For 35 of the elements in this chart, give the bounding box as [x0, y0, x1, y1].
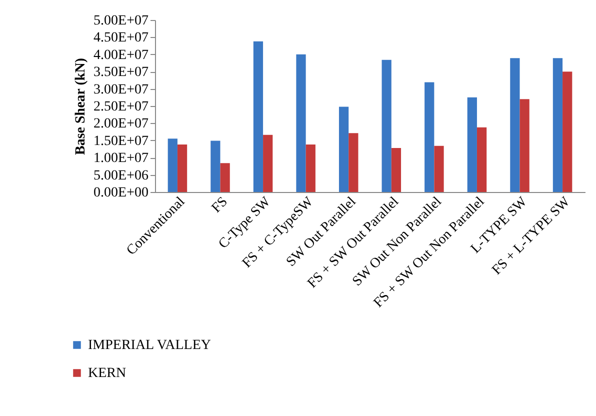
bar: [296, 54, 306, 192]
bar: [562, 72, 572, 192]
y-tick-label: 1.50E+07: [94, 134, 148, 149]
bar: [220, 163, 230, 192]
y-tick-label: 4.00E+07: [94, 48, 148, 63]
bar: [467, 97, 477, 192]
y-tick-label: 0.00E+00: [94, 186, 148, 200]
y-tick-label: 5.00E+06: [94, 168, 148, 184]
y-tick-label: 3.50E+07: [94, 65, 148, 80]
bar: [476, 127, 487, 192]
legend-label: IMPERIAL VALLEY: [88, 338, 212, 353]
y-tick-label: 4.50E+07: [94, 30, 148, 46]
x-tick-label: FS: [209, 194, 231, 216]
bar: [434, 146, 444, 192]
bar: [210, 140, 220, 192]
y-tick-label: 2.00E+07: [94, 116, 148, 132]
y-axis-title: Base Shear (kN): [74, 58, 89, 155]
legend-label: KERN: [88, 366, 126, 381]
bar: [253, 41, 264, 192]
bar: [424, 82, 434, 192]
bar: [348, 133, 358, 192]
bar: [382, 60, 392, 192]
bar: [338, 106, 349, 192]
bar: [520, 99, 530, 192]
bar: [263, 134, 273, 192]
bar: [168, 138, 178, 192]
y-tick-label: 5.00E+07: [94, 14, 148, 28]
y-tick-label: 1.00E+07: [94, 151, 148, 166]
bar: [510, 58, 520, 192]
y-tick-label: 3.00E+07: [94, 82, 148, 98]
bar: [177, 144, 188, 192]
y-tick-label: 2.50E+07: [94, 100, 148, 114]
bar: [306, 144, 316, 192]
bar: [552, 58, 563, 192]
bar: [391, 148, 402, 192]
